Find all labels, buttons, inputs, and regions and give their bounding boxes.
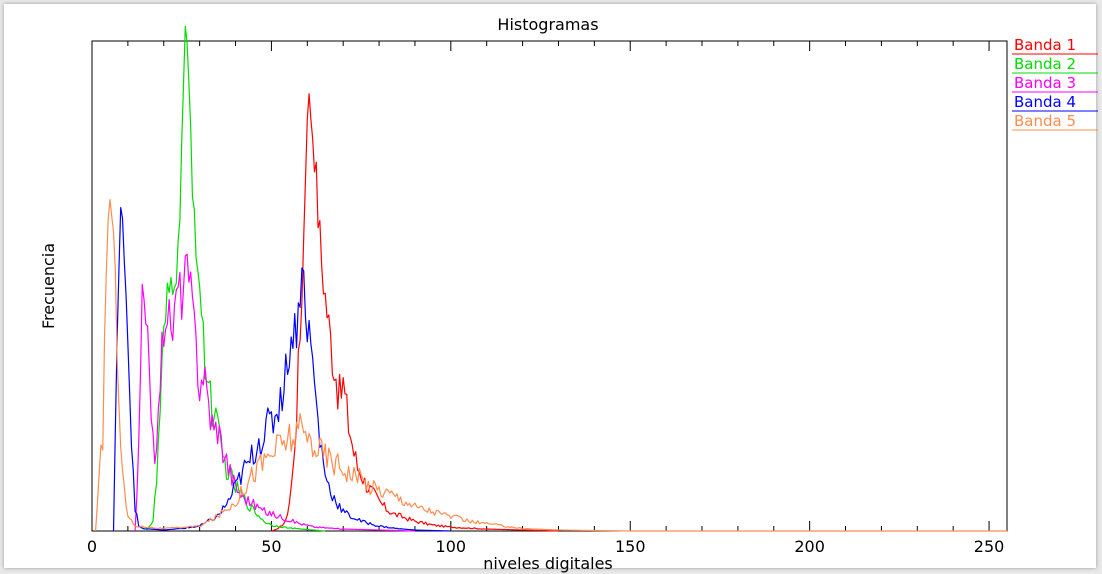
series-line-banda-2 [145, 25, 326, 532]
x-tick-label: 200 [794, 537, 825, 556]
series-line-banda-3 [134, 253, 415, 532]
series-line-banda-1 [271, 93, 559, 532]
legend-entry-banda-4: Banda 4 [1014, 93, 1076, 111]
x-tick-label: 100 [436, 537, 467, 556]
x-tick-label: 0 [87, 537, 97, 556]
axes: 0 50 100 150 200 250 [87, 40, 1008, 556]
x-axis-label: niveles digitales [483, 554, 613, 573]
series-line-banda-4 [112, 207, 451, 532]
x-tick-label: 250 [974, 537, 1005, 556]
legend-entry-banda-3: Banda 3 [1014, 74, 1076, 92]
legend-entry-banda-5: Banda 5 [1014, 112, 1076, 130]
chart-title: Histogramas [497, 15, 598, 34]
series-line-banda-5 [94, 198, 1007, 532]
y-axis-label: Frecuencia [39, 243, 58, 329]
legend-entry-banda-1: Banda 1 [1014, 36, 1076, 54]
x-tick-label: 50 [261, 537, 281, 556]
series-lines [94, 25, 1007, 532]
x-tick-label: 150 [615, 537, 646, 556]
chart-frame [4, 4, 1096, 568]
plot-area-border [91, 40, 1008, 532]
legend-entry-banda-2: Banda 2 [1014, 55, 1076, 73]
